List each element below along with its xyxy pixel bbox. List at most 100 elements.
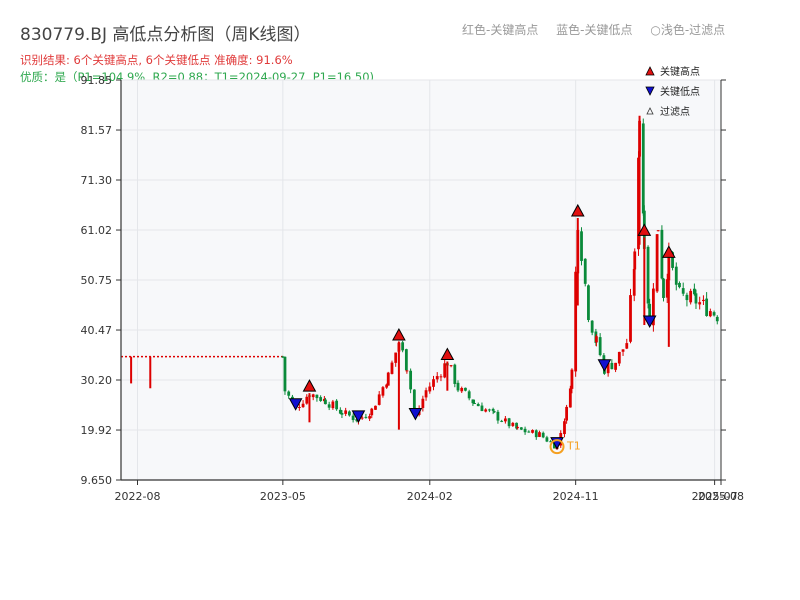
candle — [315, 394, 319, 399]
candle — [301, 403, 305, 408]
candle — [681, 288, 685, 294]
candle — [435, 376, 439, 380]
candle — [471, 399, 475, 404]
candle — [674, 266, 678, 285]
candle — [610, 362, 614, 370]
candle — [305, 396, 309, 404]
candle — [651, 288, 655, 326]
candle — [338, 409, 342, 414]
legend-label: 关键低点 — [660, 85, 700, 98]
candle — [655, 234, 659, 292]
candle — [538, 432, 541, 437]
candle — [381, 387, 385, 396]
key-low-marker — [351, 410, 366, 423]
candle — [453, 364, 457, 384]
candle — [283, 356, 287, 392]
candle — [531, 430, 534, 433]
key-low-marker — [408, 407, 423, 421]
candle — [702, 299, 705, 302]
candle — [360, 417, 364, 419]
candle — [715, 316, 719, 322]
candle — [344, 410, 348, 414]
candle — [324, 399, 327, 405]
candle — [712, 312, 716, 316]
key-point-markers: T1 — [288, 203, 676, 455]
candle — [374, 405, 377, 410]
candle — [565, 406, 569, 421]
candle — [516, 427, 520, 429]
candle — [692, 288, 696, 295]
candle — [327, 404, 331, 408]
candle — [665, 279, 669, 298]
t1-marker — [549, 439, 565, 455]
x-tick-label: 2022-08 — [115, 490, 161, 503]
candle — [377, 394, 381, 405]
candle — [708, 311, 712, 317]
candle — [412, 389, 416, 411]
top-legend-light: ○浅色-过滤点 — [650, 23, 726, 37]
key-low-marker — [288, 398, 303, 411]
candle — [656, 230, 660, 232]
candle — [409, 370, 413, 390]
candle — [698, 302, 702, 305]
candle — [421, 398, 425, 408]
candle — [488, 409, 491, 411]
candle — [443, 363, 447, 378]
candle — [617, 351, 621, 364]
candle — [319, 397, 323, 401]
candle — [340, 412, 344, 415]
key-high-marker — [440, 347, 455, 361]
candle — [424, 390, 428, 398]
candle — [689, 290, 693, 303]
x-tick-label: 2024-02 — [407, 490, 453, 503]
key-high-marker — [392, 327, 406, 341]
candle — [519, 427, 523, 430]
candle — [449, 365, 453, 367]
candle — [590, 320, 594, 333]
candle — [484, 409, 488, 412]
candle — [311, 394, 315, 398]
candle — [507, 418, 511, 427]
candle — [580, 231, 583, 261]
t1-label: T1 — [566, 440, 581, 453]
x-tick-label: 2025-07 — [692, 490, 738, 503]
legend-label: 过滤点 — [660, 105, 690, 118]
candle — [496, 411, 500, 421]
candle — [515, 422, 518, 429]
y-tick-label: 40.47 — [81, 324, 113, 337]
candle — [671, 252, 674, 268]
candle — [390, 362, 394, 374]
y-tick-label: 19.92 — [81, 424, 113, 437]
y-tick-label: 61.02 — [81, 224, 113, 237]
candle — [587, 285, 590, 321]
candle — [629, 295, 632, 342]
candle — [641, 123, 645, 214]
candle — [394, 352, 398, 363]
candle — [552, 441, 556, 449]
candle — [130, 356, 133, 384]
candle — [432, 379, 435, 387]
candle — [534, 430, 538, 438]
candle — [439, 376, 443, 378]
candle — [662, 278, 665, 298]
axes: 9.650 19.92 30.20 40.47 50.75 61.02 71.30 81.57… — [81, 74, 744, 503]
top-legend-blue: 蓝色-关键低点 — [556, 23, 633, 37]
candle — [370, 408, 374, 416]
candle — [368, 416, 372, 419]
candle — [574, 271, 578, 372]
candle — [685, 294, 689, 301]
key-high-marker — [661, 245, 676, 258]
legend-high-icon — [645, 66, 655, 76]
candle — [614, 362, 617, 370]
candle — [473, 403, 476, 405]
candle — [570, 369, 574, 389]
candle — [428, 386, 432, 392]
candle — [464, 387, 467, 391]
candle — [545, 437, 549, 442]
x-tick-label: 2023-05 — [260, 490, 306, 503]
legend-low-icon — [645, 86, 655, 96]
y-tick-label: 71.30 — [81, 174, 113, 187]
candle — [476, 403, 480, 407]
